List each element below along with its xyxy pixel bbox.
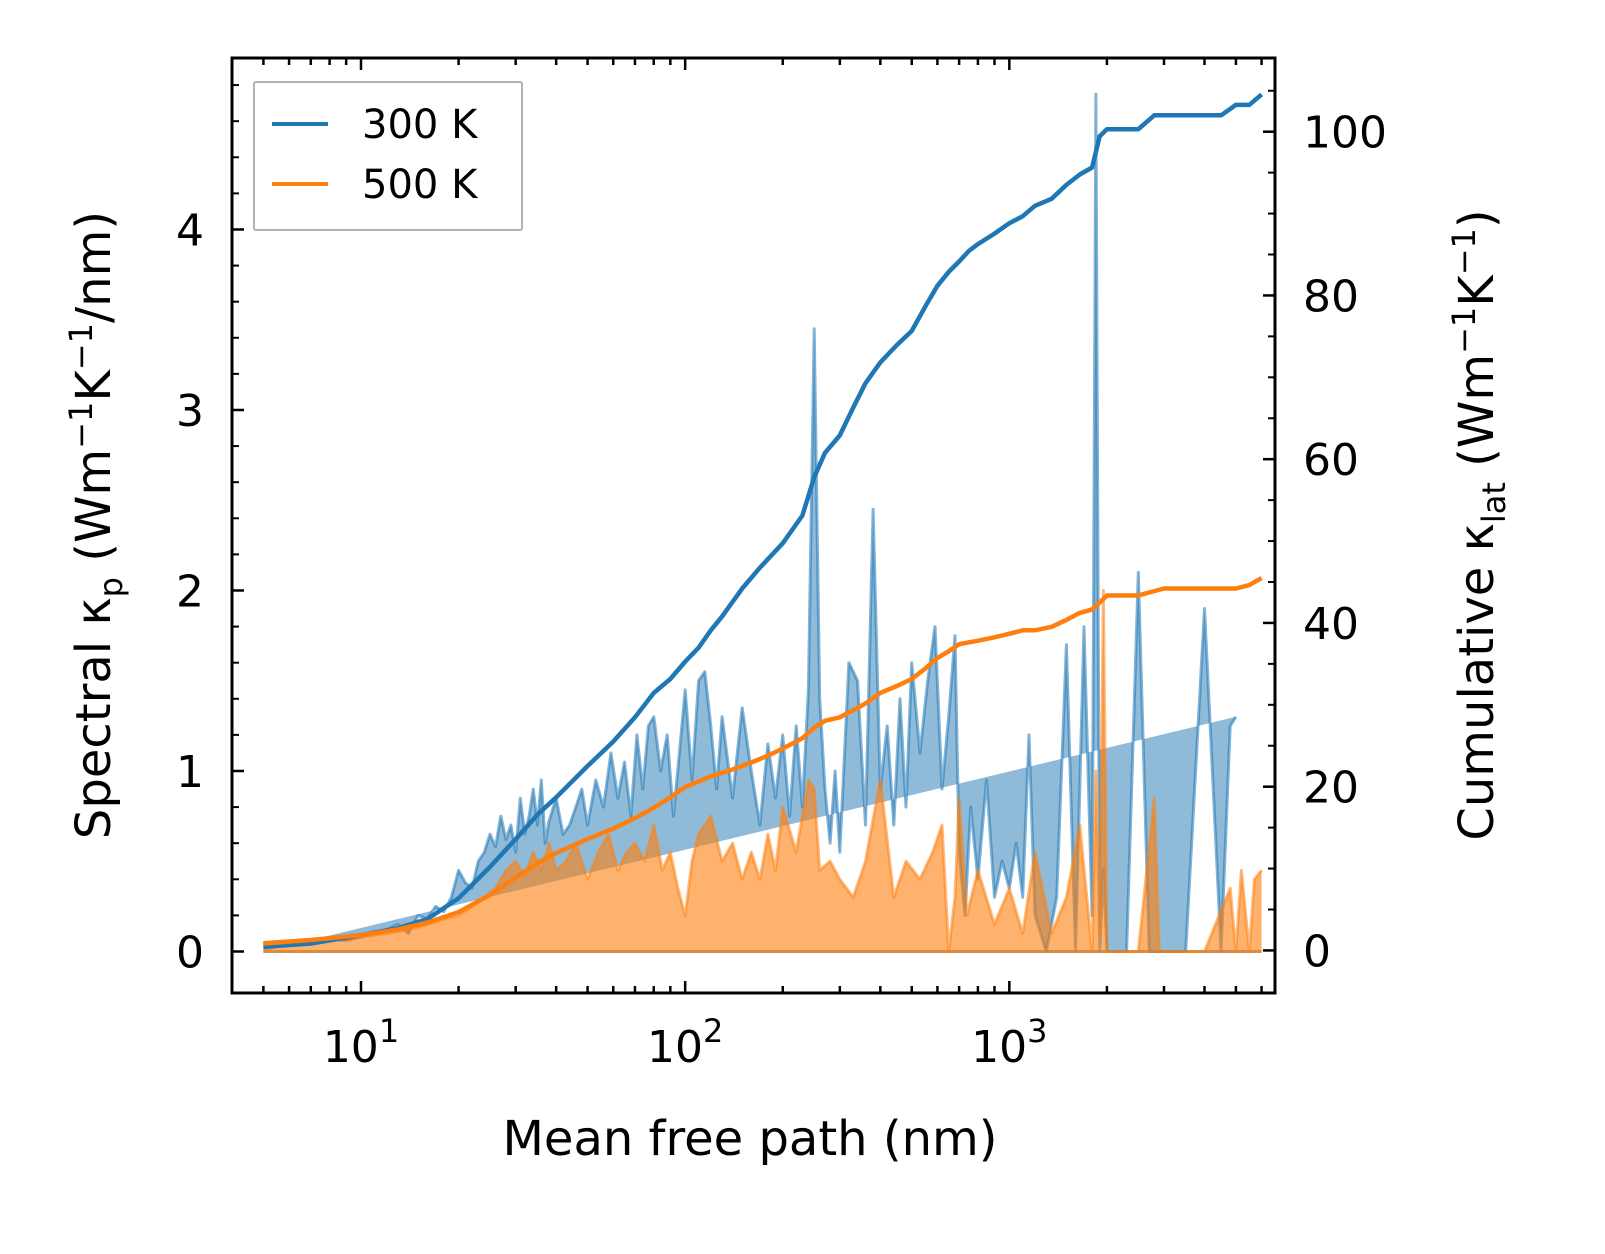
right-y-tick-label: 40 [1303,599,1359,650]
left-y-label-main: Spectral κ [66,597,122,839]
right-y-tick-label: 20 [1303,763,1359,814]
spectral-fill-300k [263,94,1236,952]
spectral-fills [263,92,1263,953]
right-y-tick-label: 100 [1303,108,1387,159]
left-y-tick-label: 0 [176,927,204,978]
legend-label-300k: 300 K [362,102,479,148]
right-y-label-sup1: −1 [1445,307,1483,354]
legend-box [253,81,523,231]
right-y-label-sup2: −1 [1445,228,1483,275]
right-y-label-rest: (Wm [1449,354,1505,482]
left-y-axis-label: Spectral κp (Wm−1K−1/nm) [62,211,130,839]
left-y-tick-label: 4 [176,205,204,256]
right-y-tick-label: 60 [1303,435,1359,486]
legend-label-500k: 500 K [362,162,479,208]
left-y-label-rest: (Wm [66,449,122,577]
right-y-label-sub: lat [1475,482,1513,523]
legend: 300 K 500 K [253,81,523,231]
x-tick-label: 101 [323,1012,399,1073]
spectral-fill-500k [263,590,1262,952]
right-y-tick-label: 80 [1303,271,1359,322]
left-y-tick-label: 2 [176,566,204,617]
right-y-tick-label: 0 [1303,926,1331,977]
x-tick-label: 103 [971,1012,1047,1073]
x-axis-label: Mean free path (nm) [503,1111,998,1167]
left-y-tick-label: 1 [176,747,204,798]
left-y-label-mid: K [66,369,122,402]
plot-frame [230,56,1277,995]
spectral-line-300k [263,92,1238,953]
left-y-label-sup1: −1 [62,402,100,449]
left-y-label-end: /nm) [66,211,122,323]
axis-ticks [230,58,1275,993]
cumulative-line-500k [263,576,1263,946]
right-y-label-main: Cumulative κ [1449,523,1505,841]
data-lines [263,92,1264,950]
left-y-label-sub: p [92,577,130,597]
left-y-tick-label: 3 [176,386,204,437]
left-y-label-sup2: −1 [62,323,100,370]
spectral-line-500k [263,589,1263,953]
right-y-axis-label: Cumulative κlat (Wm−1K−1) [1445,209,1513,840]
plot-area [263,92,1264,953]
right-y-label-mid: K [1449,274,1505,307]
cumulative-line-300k [263,92,1264,950]
right-y-label-end: ) [1449,209,1505,228]
x-tick-label: 102 [647,1012,723,1073]
